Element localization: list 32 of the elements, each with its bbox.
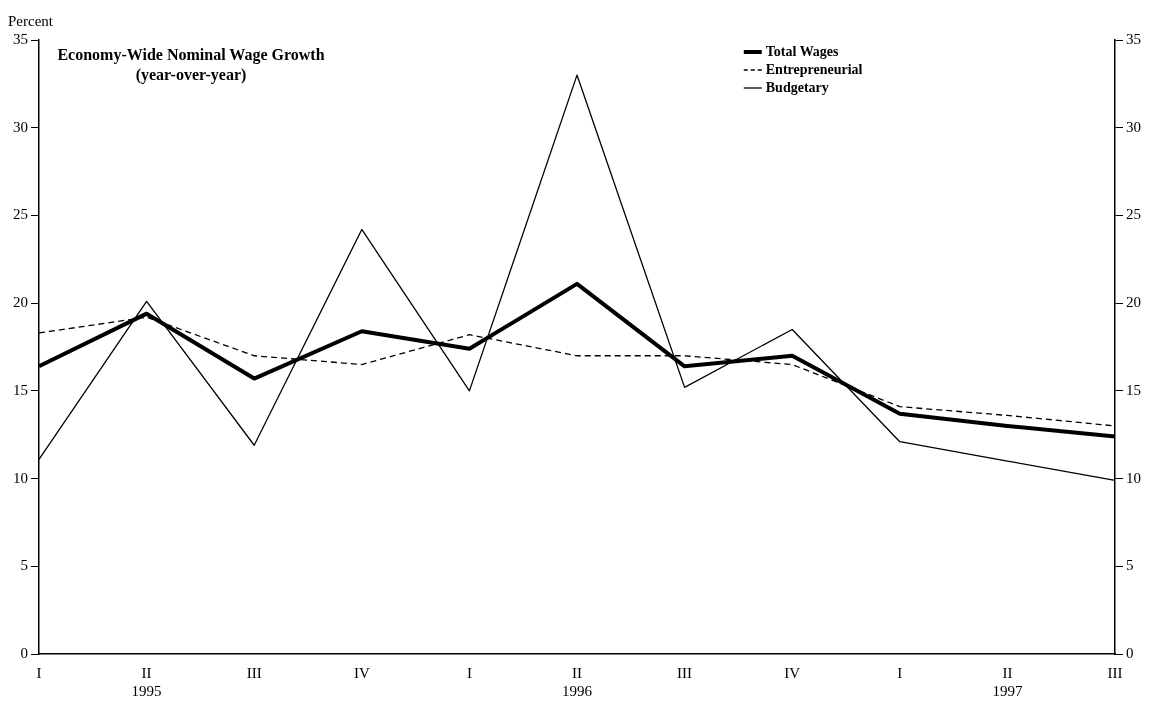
y2-tick-label: 15 bbox=[1126, 381, 1141, 398]
y-tick-label: 30 bbox=[13, 118, 28, 135]
x-tick-label: II 1997 bbox=[992, 664, 1023, 699]
x-tick-label: I bbox=[897, 664, 903, 681]
x-tick-label: I bbox=[466, 664, 472, 681]
y-tick-label: 5 bbox=[20, 557, 28, 574]
legend-label: Budgetary bbox=[765, 80, 829, 95]
y2-tick-label: 35 bbox=[1126, 30, 1141, 47]
x-tick-label: II 1996 bbox=[562, 664, 593, 699]
x-tick-label: III bbox=[1107, 664, 1123, 681]
legend-label: Entrepreneurial bbox=[765, 62, 863, 77]
text: Economy-Wide Nominal Wage Growth (year-over-year) bbox=[57, 46, 325, 84]
y-tick-label: 35 bbox=[13, 30, 28, 47]
x-tick-label: III bbox=[246, 664, 262, 681]
y2-tick-label: 30 bbox=[1126, 118, 1141, 135]
y2-tick-label: 25 bbox=[1126, 206, 1141, 223]
y2-tick-label: 0 bbox=[1126, 644, 1134, 661]
y-tick-label: 15 bbox=[13, 381, 28, 398]
x-tick-label: IV bbox=[784, 664, 801, 681]
y-tick-label: 0 bbox=[20, 644, 28, 661]
x-tick-label: IV bbox=[353, 664, 370, 681]
x-tick-label: II 1995 bbox=[131, 664, 162, 699]
y-axis-title: Percent bbox=[8, 13, 54, 29]
y2-tick-label: 5 bbox=[1126, 557, 1134, 574]
y-tick-label: 10 bbox=[13, 469, 28, 486]
x-tick-label: I bbox=[36, 664, 42, 681]
y2-tick-label: 20 bbox=[1126, 294, 1141, 311]
y-tick-label: 25 bbox=[13, 206, 28, 223]
y2-tick-label: 10 bbox=[1126, 469, 1141, 486]
legend-label: Total Wages bbox=[765, 44, 840, 59]
x-tick-label: III bbox=[677, 664, 693, 681]
y-tick-label: 20 bbox=[13, 294, 28, 311]
